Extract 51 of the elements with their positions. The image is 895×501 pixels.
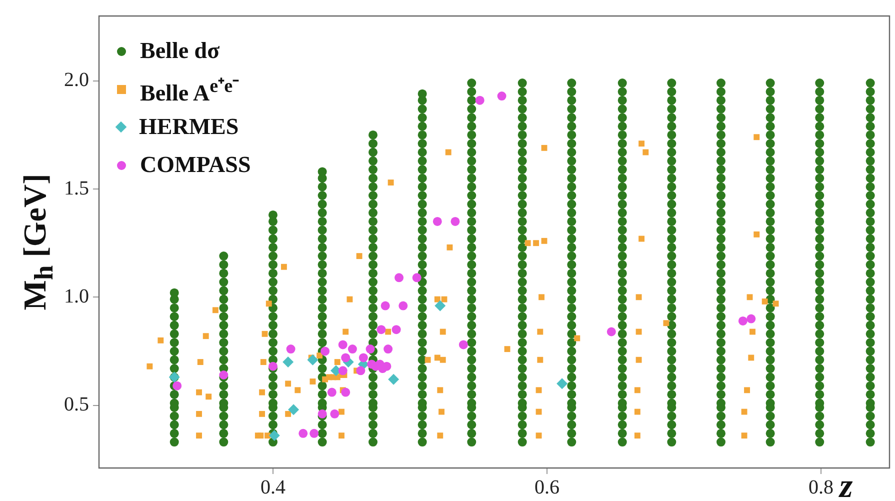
point [394, 273, 404, 282]
point [320, 346, 330, 356]
legend-label: COMPASS [140, 152, 251, 178]
point [307, 354, 318, 366]
point [388, 374, 400, 385]
y-tick-label: 1.0 [64, 285, 89, 308]
point [348, 344, 357, 354]
x-axis-title: z [840, 468, 853, 501]
point [298, 428, 308, 438]
point [358, 353, 368, 362]
y-tick-label: 1.5 [64, 177, 89, 200]
point [268, 430, 280, 442]
point [268, 362, 278, 371]
point [458, 340, 468, 350]
point [341, 388, 350, 397]
point [392, 325, 401, 334]
point [450, 216, 460, 226]
point [432, 216, 442, 226]
legend-label: HERMES [139, 114, 239, 140]
point [606, 327, 616, 336]
y-tick-label: 2.0 [64, 69, 89, 92]
x-tick-label: 0.6 [534, 476, 560, 498]
point [384, 344, 393, 354]
point [497, 92, 506, 101]
point [412, 273, 422, 282]
point [172, 381, 182, 390]
point [376, 325, 386, 334]
point [380, 301, 390, 310]
point [556, 378, 568, 390]
point [338, 340, 348, 350]
point [366, 344, 375, 354]
legend-label: Belle dσ [140, 38, 220, 64]
y-tick-label: 0.5 [64, 394, 89, 416]
point [310, 428, 319, 438]
point [338, 366, 348, 376]
point [434, 300, 446, 312]
point [341, 353, 350, 362]
x-tick-label: 0.4 [260, 476, 286, 498]
point [327, 388, 336, 397]
point [398, 301, 408, 310]
legend-label: Belle A$^{e⁺e⁻}$ [140, 74, 239, 106]
point [475, 96, 484, 105]
point [746, 314, 756, 324]
point [318, 409, 327, 418]
point [288, 404, 300, 416]
point [738, 316, 748, 326]
point [356, 366, 366, 376]
point [330, 409, 340, 418]
point [282, 356, 294, 368]
x-tick-label: 0.8 [808, 476, 834, 498]
point [286, 344, 296, 354]
